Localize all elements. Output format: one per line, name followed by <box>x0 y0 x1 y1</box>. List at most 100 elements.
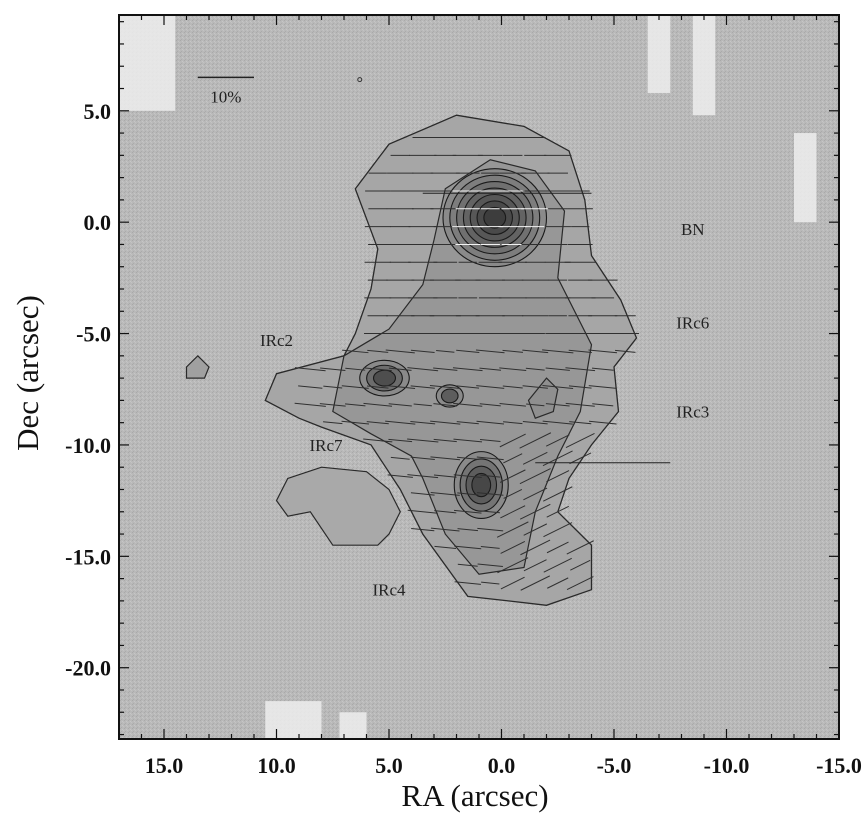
source-label: IRc6 <box>676 313 709 332</box>
polarization-vector <box>522 385 548 389</box>
polarization-vector <box>502 385 523 389</box>
polarization-vector <box>523 487 548 501</box>
source-label: IRc2 <box>260 331 293 350</box>
polarization-vector <box>453 402 483 407</box>
plot-area <box>119 15 839 739</box>
polarization-vector <box>569 452 592 465</box>
polarization-vector <box>545 403 570 407</box>
polarization-vector <box>456 385 480 389</box>
polarization-vector <box>546 505 569 518</box>
polarization-vector <box>479 367 502 371</box>
polarization-vector <box>496 521 529 538</box>
polarization-vector <box>413 403 432 407</box>
polarization-vector <box>344 403 366 407</box>
polarization-vector <box>323 421 343 425</box>
polarization-vector <box>543 557 572 573</box>
polarization-vector <box>407 509 438 514</box>
polarization-vector <box>476 456 504 461</box>
polarization-vector <box>542 349 574 354</box>
polarization-vector <box>479 403 501 407</box>
polarization-vector <box>434 545 457 549</box>
polarization-vector <box>366 421 389 425</box>
polarization-vector <box>480 474 501 478</box>
polarization-vector <box>476 420 505 425</box>
polarization-vector <box>387 474 413 478</box>
polarization-vector <box>500 540 526 554</box>
polarization-vector <box>457 492 479 496</box>
source-label: IRc7 <box>309 436 343 455</box>
polarization-vector <box>522 349 549 354</box>
polarization-vector <box>588 349 618 354</box>
x-tick-label: 15.0 <box>145 753 184 778</box>
polarization-vector <box>477 527 504 532</box>
polarization-vector <box>341 385 369 389</box>
polarization-vector <box>523 523 548 536</box>
polarization-vector <box>433 367 458 371</box>
polarization-vector <box>388 403 412 407</box>
polarization-vector <box>453 474 482 479</box>
polarization-vector <box>503 488 523 499</box>
polarization-vector <box>475 349 505 354</box>
polarization-vector <box>388 367 412 371</box>
source-label: BN <box>681 220 705 239</box>
polarization-vector <box>410 385 435 389</box>
southern-contour <box>275 466 401 546</box>
polarization-vector <box>519 468 551 485</box>
polarization-vector <box>565 402 595 407</box>
polarization-vector <box>588 420 617 425</box>
polarization-vector <box>569 421 592 425</box>
saturated-patch <box>794 133 817 223</box>
intensity-contour <box>440 388 459 404</box>
polarization-vector <box>565 367 596 372</box>
polarization-vector <box>385 385 416 389</box>
polarization-vector <box>407 474 439 479</box>
polarization-vector <box>345 367 366 371</box>
polarization-vector <box>522 451 548 465</box>
polarization-vector <box>481 581 500 585</box>
y-tick-label: -5.0 <box>76 322 111 347</box>
polarization-vector <box>480 545 500 549</box>
polarization-vector <box>547 577 569 589</box>
polarization-vector <box>588 385 617 389</box>
small-contour <box>527 377 559 419</box>
polarization-vector <box>457 563 478 567</box>
polarization-vector <box>388 438 413 443</box>
polarization-vector <box>320 367 346 371</box>
saturated-patch <box>119 15 176 111</box>
x-tick-label: -15.0 <box>816 753 862 778</box>
intensity-contour <box>372 369 397 387</box>
scale-bar-label: 10% <box>210 87 241 106</box>
y-tick-label: -20.0 <box>65 656 111 681</box>
polarization-vector <box>385 420 416 425</box>
source-label: IRc4 <box>372 581 406 600</box>
polarization-vector <box>500 576 525 590</box>
polarization-vector <box>592 403 614 407</box>
polarization-vector <box>523 559 547 572</box>
polarization-vector <box>479 438 501 442</box>
polarization-vector <box>294 402 326 407</box>
polarization-vector <box>363 438 393 443</box>
polarization-vector <box>456 349 480 354</box>
polarization-vector <box>390 456 410 460</box>
polarization-vector <box>499 367 527 372</box>
polarization-vector <box>407 438 439 443</box>
overlay: 10% BN IRc6 IRc3 IRc2 IRc7 IRc4 <box>197 76 709 600</box>
x-axis-label: RA (arcsec) <box>401 778 548 813</box>
polarization-vector <box>298 385 323 389</box>
polarization-vector <box>526 403 545 407</box>
polarization-vector <box>453 509 482 514</box>
polarization-vector <box>453 438 483 443</box>
polarization-vector <box>499 403 526 407</box>
x-tick-label: -10.0 <box>704 753 750 778</box>
polarization-vector <box>341 420 370 425</box>
polarization-vector <box>477 563 503 567</box>
y-tick-label: -15.0 <box>65 544 111 569</box>
polarization-vector <box>366 385 389 389</box>
polarization-vector <box>434 510 457 514</box>
polarization-vector <box>546 541 569 554</box>
polarization-vector <box>499 433 526 448</box>
polarization-vector <box>319 403 346 407</box>
intensity-contour <box>483 206 507 229</box>
y-tick-label: 0.0 <box>84 210 112 235</box>
